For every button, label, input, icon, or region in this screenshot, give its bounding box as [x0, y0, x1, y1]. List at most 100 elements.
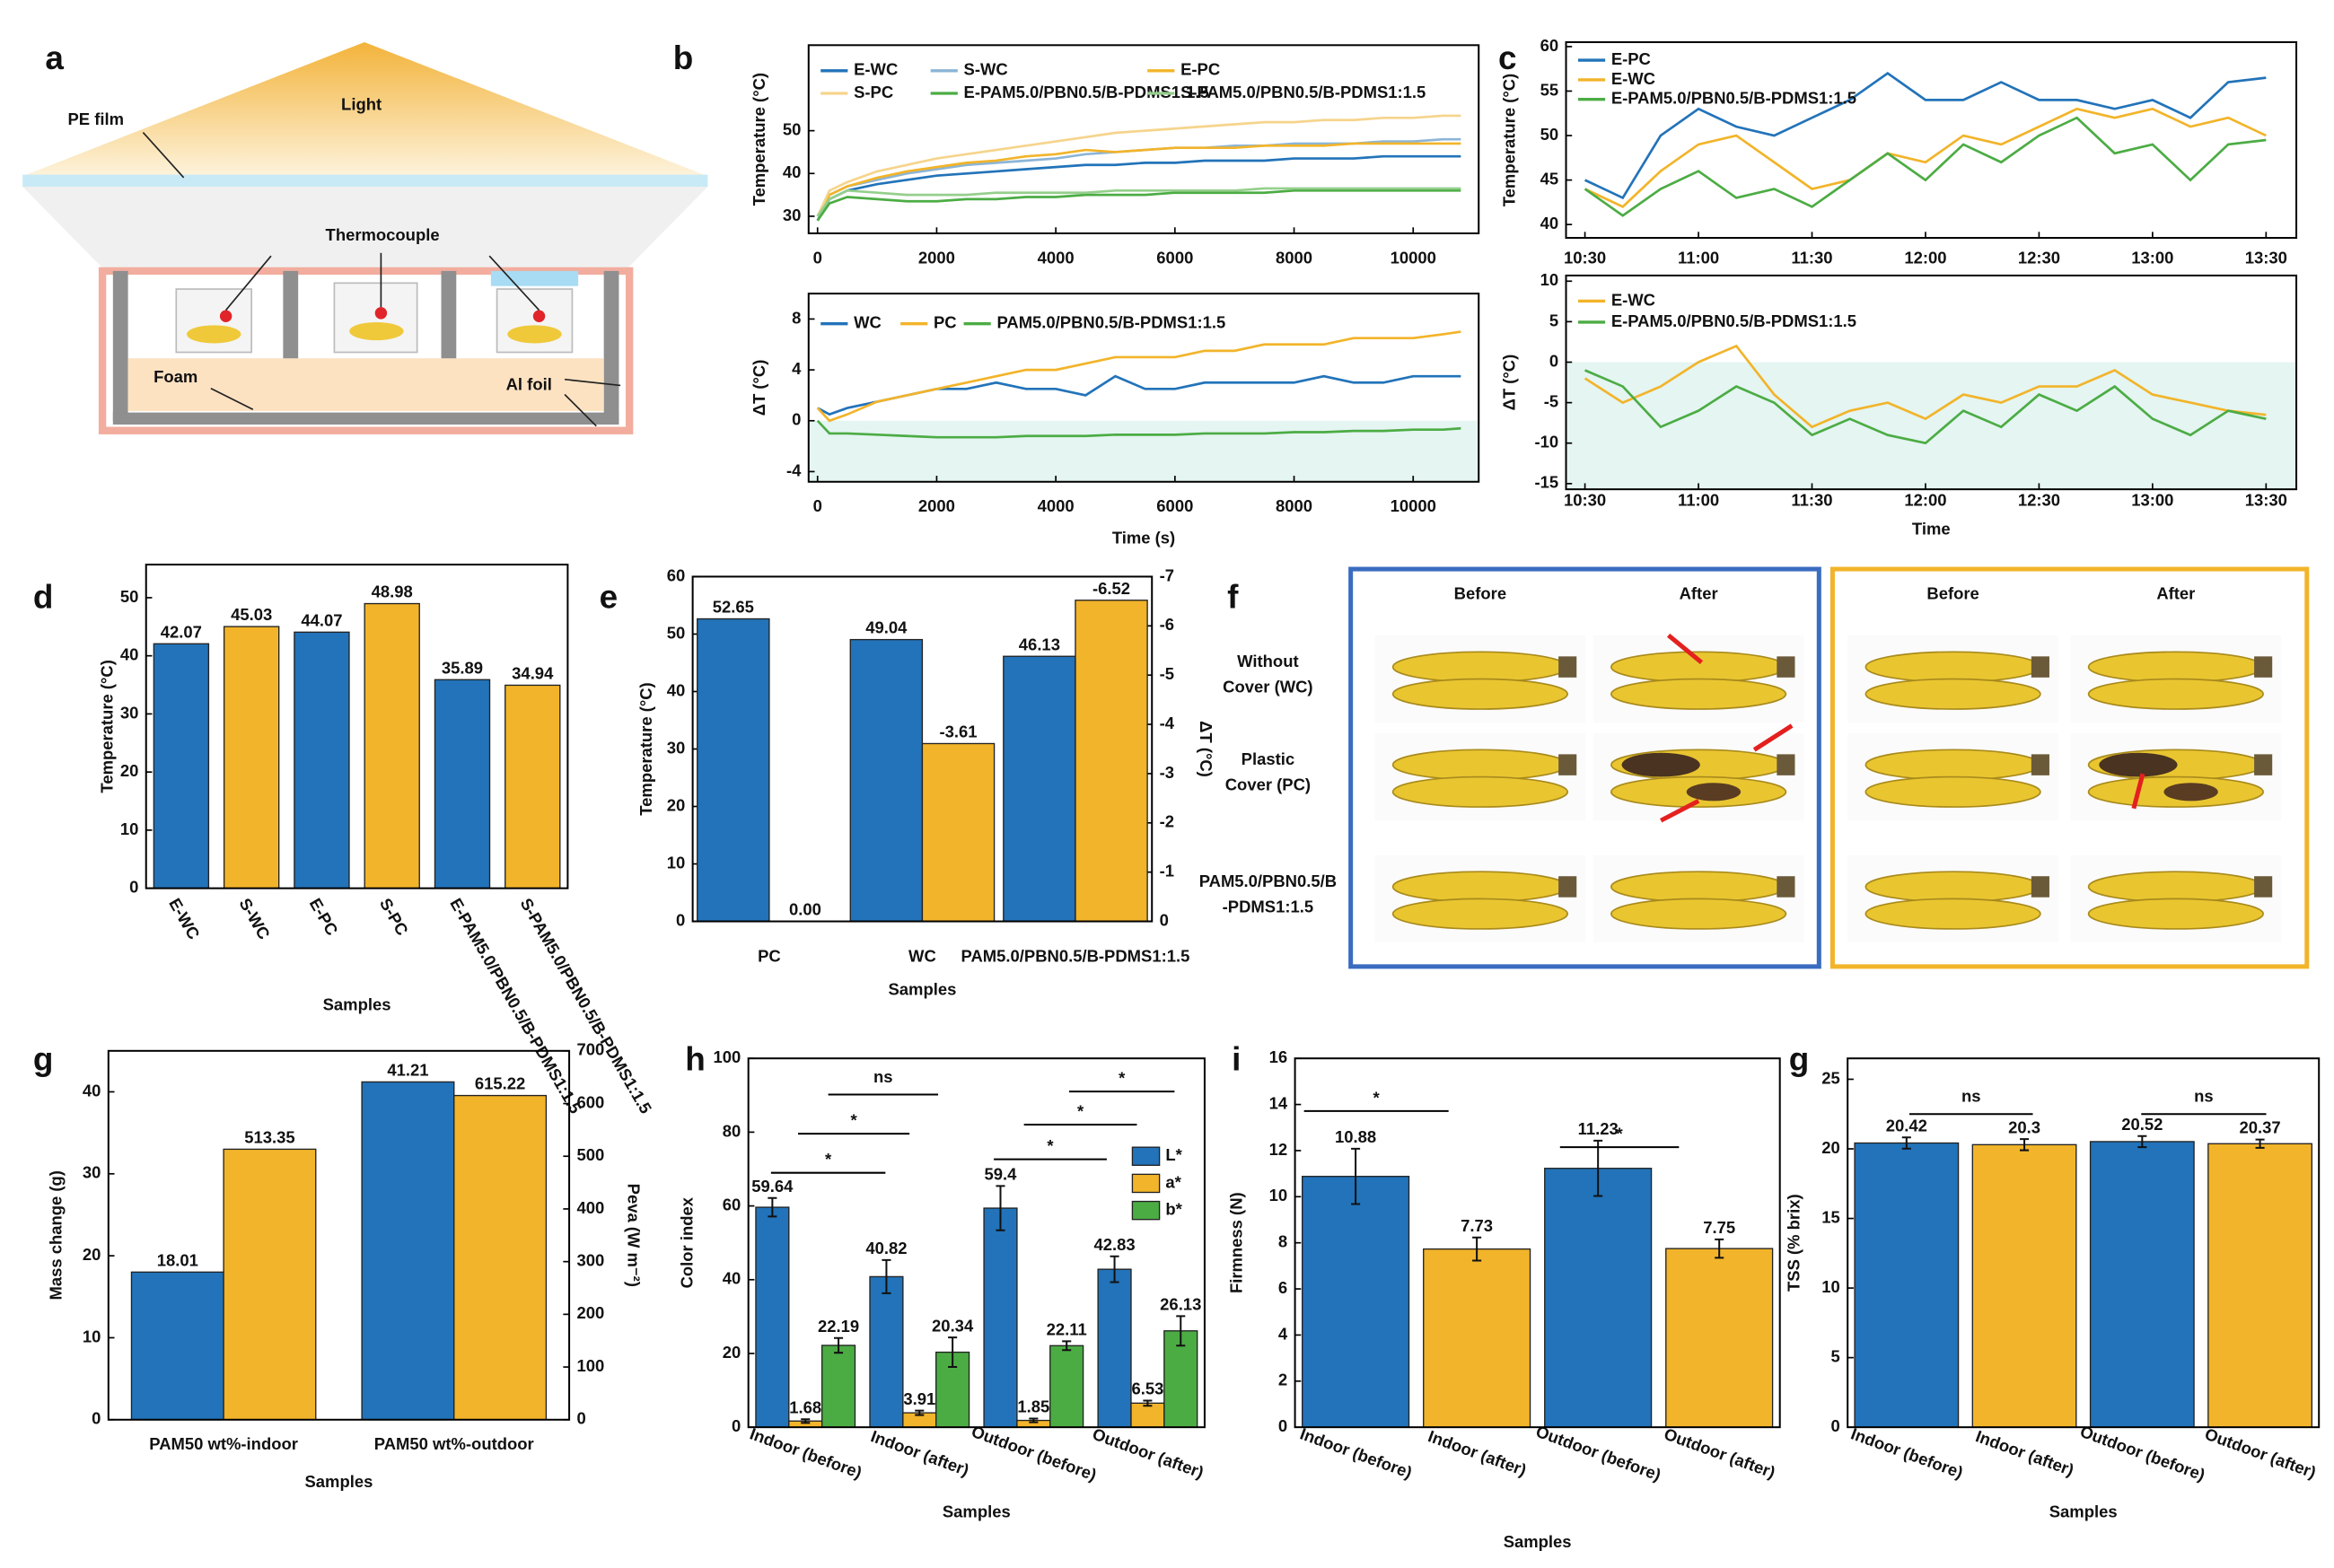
- panel-letter: g: [33, 1040, 54, 1077]
- value-label: 10.88: [1335, 1127, 1376, 1146]
- negative-region: [1566, 362, 2297, 490]
- banana: [1610, 871, 1787, 903]
- x-tick-label: PAM5.0/PBN0.5/B-PDMS1:1.5: [961, 947, 1190, 966]
- y-tick-label: 0: [732, 1416, 741, 1435]
- x-tick-label: 6000: [1156, 496, 1193, 515]
- y2-tick-label: -2: [1160, 812, 1174, 831]
- x-tick-label: 10:30: [1564, 490, 1606, 509]
- y2-tick-label: -7: [1160, 565, 1174, 584]
- bar: [1302, 1176, 1410, 1428]
- y-tick-label: 50: [1540, 125, 1559, 144]
- x-tick-label: PAM50 wt%-indoor: [149, 1434, 298, 1453]
- bar: [2089, 1141, 2195, 1428]
- x-axis-label: Samples: [943, 1502, 1011, 1521]
- error-bar: [1472, 1236, 1482, 1262]
- value-label: 0.00: [789, 900, 821, 919]
- y-tick-label: 55: [1540, 80, 1559, 99]
- value-label: 513.35: [244, 1128, 294, 1147]
- banana: [2087, 871, 2264, 903]
- x-tick-label: Indoor (before): [1297, 1424, 1414, 1483]
- y-tick-label: 0: [129, 878, 138, 897]
- panel-letter: h: [685, 1040, 706, 1077]
- y-tick-label: 5: [1549, 311, 1558, 329]
- x-axis-label: Samples: [1504, 1532, 1572, 1551]
- y-tick-label: 0: [1831, 1416, 1840, 1435]
- y-tick-label: 45: [1540, 169, 1559, 188]
- y2-tick-label: 500: [576, 1145, 604, 1164]
- y-tick-label: 20: [120, 761, 139, 780]
- callout: [564, 378, 621, 387]
- chart: d 0 10 20 30 40 50 Temperature (°C) Samples E-WC S…: [33, 564, 656, 1117]
- x-tick-label: S-PAM5.0/PBN0.5/B-PDMS1:1.5: [517, 895, 656, 1117]
- arrow: [1752, 723, 1794, 752]
- y-tick-label: 25: [1821, 1068, 1840, 1087]
- bar: [755, 1206, 790, 1428]
- column-header: Before: [1926, 583, 1979, 602]
- y-tick-label: 10: [1540, 270, 1559, 289]
- legend-label: E-WC: [854, 60, 898, 79]
- x-tick-label: 10:30: [1564, 248, 1606, 267]
- y-tick-label: 0: [676, 910, 685, 929]
- plot-frame: [1847, 1057, 2321, 1429]
- wire: [224, 255, 272, 311]
- error-bar: [882, 1258, 891, 1294]
- bar: [130, 1271, 224, 1421]
- y-tick-label: 80: [723, 1121, 741, 1140]
- legend-label: S-WC: [964, 60, 1008, 79]
- bar: [2207, 1143, 2312, 1428]
- y-axis-label: TSS (% brix): [1784, 1194, 1803, 1292]
- value-label: -3.61: [939, 723, 977, 741]
- y-tick-label: -4: [786, 460, 802, 479]
- banana-photos: f Before After Before After Without Cover (WC…: [1199, 566, 2310, 969]
- bar: [153, 643, 210, 889]
- banana: [1610, 651, 1787, 683]
- x-tick-label: 12:30: [2018, 490, 2060, 509]
- y-tick-label: 60: [723, 1195, 741, 1213]
- bar: [453, 1094, 548, 1421]
- line-series: [816, 188, 1461, 222]
- diagram-label: Al foil: [506, 374, 552, 393]
- bar: [697, 618, 770, 923]
- diagram-label: PE film: [68, 109, 124, 128]
- x-tick-label: 11:30: [1791, 490, 1832, 509]
- x-tick-label: Indoor (after): [1426, 1426, 1529, 1479]
- value-label: 40.82: [865, 1239, 907, 1257]
- value-label: 59.4: [985, 1165, 1018, 1184]
- diagram-label: Light: [341, 94, 382, 113]
- y-tick-label: 0: [92, 1409, 101, 1428]
- y2-tick-label: 0: [576, 1409, 585, 1428]
- banana: [349, 321, 404, 341]
- y-tick-label: 30: [667, 738, 686, 757]
- banana: [1391, 749, 1569, 781]
- y-tick-label: 10: [83, 1327, 101, 1345]
- legend-label: E-PC: [1180, 60, 1220, 79]
- y-tick-label: 30: [83, 1163, 101, 1182]
- y2-tick-label: -4: [1160, 714, 1175, 732]
- error-bar: [915, 1409, 925, 1416]
- error-bar: [1901, 1136, 1911, 1150]
- y2-axis-label: Peva (W m⁻²): [625, 1184, 644, 1287]
- y-tick-label: -15: [1534, 473, 1558, 492]
- banana: [1865, 651, 2041, 683]
- y-tick-label: 40: [667, 680, 686, 699]
- row-label: Cover (PC): [1225, 775, 1311, 793]
- banana: [1865, 678, 2041, 710]
- x-tick-label: 13:30: [2245, 248, 2287, 267]
- film-cover: [490, 270, 579, 286]
- x-tick-label: Indoor (after): [1973, 1426, 2076, 1479]
- arrow: [2131, 773, 2145, 810]
- y-tick-label: 20: [723, 1343, 741, 1362]
- column-header: Before: [1454, 583, 1506, 602]
- banana: [1865, 749, 2041, 781]
- plot-frame: [145, 564, 569, 889]
- panel-letter: f: [1227, 578, 1239, 615]
- banana: [1865, 871, 2041, 903]
- row-label: Without: [1237, 652, 1298, 670]
- error-bar: [834, 1336, 844, 1354]
- bar: [1049, 1345, 1084, 1428]
- chart: -15 -10 -5 0 5 10 10:30 11:00 11:30 12:00 12:30 13:…: [1499, 270, 2298, 538]
- bar: [223, 1148, 317, 1421]
- error-bar: [1143, 1399, 1153, 1407]
- x-axis-label: Time (s): [1112, 528, 1175, 547]
- y2-axis-label: ΔT (°C): [1197, 721, 1215, 777]
